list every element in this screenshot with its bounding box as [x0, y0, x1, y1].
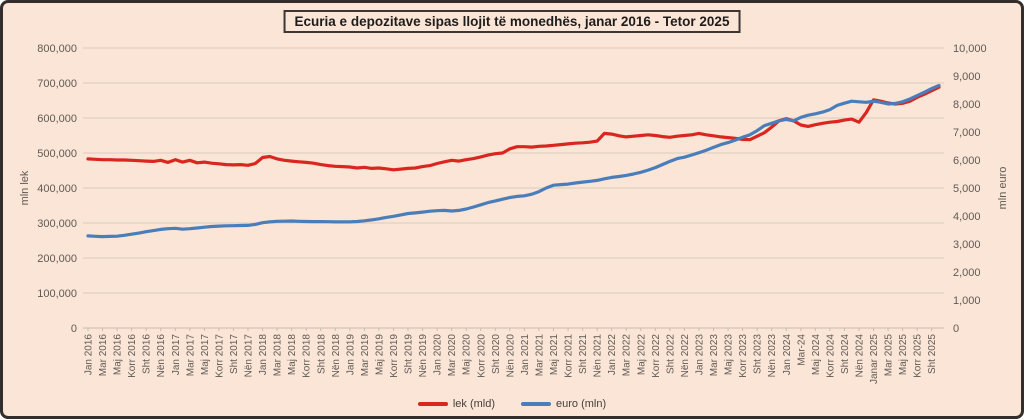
x-axis-tick-label: Maj 2021: [549, 334, 560, 376]
x-axis-tick-label: Maj 2020: [462, 334, 473, 376]
x-axis-tick-label: Mar 2017: [185, 334, 196, 377]
y-axis-tick-label-right: 4,000: [953, 211, 981, 223]
x-axis-tick-label: Maj 2022: [636, 334, 647, 376]
x-axis-tick-label: Nën 2018: [331, 334, 342, 378]
x-axis-tick-label: Nën 2017: [244, 334, 255, 378]
y-axis-tick-label-right: 2,000: [953, 267, 981, 279]
x-axis-tick-label: Jan 2020: [433, 334, 444, 376]
legend-label-euro: euro (mln): [556, 398, 607, 410]
series-line-euro: [86, 83, 941, 239]
legend-label-lek: lek (mld): [452, 398, 496, 410]
y-axis-tick-label-left: 800,000: [37, 43, 77, 55]
chart-title: Ecuria e depozitave sipas llojit të mone…: [283, 10, 741, 33]
x-axis-tick-label: Korr 2025: [913, 334, 924, 378]
x-axis-tick-label: Mar-24: [796, 334, 807, 366]
x-axis-tick-label: Maj 2025: [898, 334, 909, 376]
y-axis-tick-label-left: 0: [71, 323, 77, 335]
y-axis-tick-label-left: 200,000: [37, 253, 77, 265]
x-axis-tick-label: Sht 2016: [142, 334, 153, 374]
y-axis-tick-label-right: 3,000: [953, 239, 981, 251]
y-axis-tick-label-right: 10,000: [953, 43, 987, 55]
y-axis-tick-label-right: 1,000: [953, 295, 981, 307]
x-axis-tick-label: Sht 2019: [404, 334, 415, 374]
x-axis-tick-label: Nën 2023: [767, 334, 778, 378]
x-axis-tick-label: Mar 2018: [273, 334, 284, 377]
y-axis-tick-label-right: 5,000: [953, 183, 981, 195]
x-axis-tick-label: Sht 2024: [840, 334, 851, 374]
x-axis-tick-label: Maj 2023: [724, 334, 735, 376]
x-axis-tick-label: Jan 2017: [171, 334, 182, 376]
x-axis-tick-label: Korr 2019: [389, 334, 400, 378]
x-axis-tick-label: Mar 2025: [884, 334, 895, 377]
x-axis-tick-label: Sht 2025: [927, 334, 938, 374]
x-axis-tick-label: Korr 2023: [738, 334, 749, 378]
x-axis-tick-label: Nën 2019: [418, 334, 429, 378]
x-axis-tick-label: Jan 2016: [84, 334, 95, 376]
y-axis-tick-label-left: 100,000: [37, 288, 77, 300]
x-axis-tick-label: Nën 2020: [505, 334, 516, 378]
x-axis-tick-label: Jan 2021: [520, 334, 531, 376]
y-axis-tick-label-left: 700,000: [37, 78, 77, 90]
x-axis-tick-label: Sht 2018: [316, 334, 327, 374]
y-axis-tick-label-left: 600,000: [37, 113, 77, 125]
x-axis-tick-label: Korr 2024: [825, 334, 836, 378]
legend-item-lek: lek (mld): [417, 398, 496, 410]
x-axis-tick-label: Korr 2022: [651, 334, 662, 378]
x-axis-tick-label: Jan 2024: [782, 334, 793, 376]
x-axis-tick-label: Mar 2019: [360, 334, 371, 377]
x-axis-tick-label: Maj 2024: [811, 334, 822, 376]
x-axis-tick-label: Korr 2016: [127, 334, 138, 378]
x-axis-tick-label: Sht 2020: [491, 334, 502, 374]
x-axis-tick-label: Maj 2017: [200, 334, 211, 376]
x-axis-tick-label: Sht 2022: [665, 334, 676, 374]
x-axis-tick-label: Mar 2021: [534, 334, 545, 377]
x-axis-tick-label: Mar 2020: [447, 334, 458, 377]
y-axis-tick-label-right: 9,000: [953, 71, 981, 83]
legend: lek (mld) euro (mln): [3, 398, 1021, 410]
x-axis-tick-label: Nën 2024: [854, 334, 865, 378]
plot-area: 0 100,000 200,000 300,000 400,000 500,000 600,…: [37, 43, 987, 384]
y-axis-tick-label-right: 7,000: [953, 127, 981, 139]
y-axis-tick-label-right: 6,000: [953, 155, 981, 167]
x-axis-tick-label: Korr 2020: [476, 334, 487, 378]
x-axis-tick-label: Jan 2023: [694, 334, 705, 376]
euro-line-swatch: [521, 402, 552, 406]
x-axis-tick-label: Mar 2022: [622, 334, 633, 377]
x-axis-tick-label: Nën 2021: [593, 334, 604, 378]
lek-line-swatch: [417, 402, 448, 406]
x-axis-tick-label: Jan 2018: [258, 334, 269, 376]
y-axis-tick-label-right: 8,000: [953, 99, 981, 111]
x-axis-tick-label: Mar 2023: [709, 334, 720, 377]
x-axis-tick-label: Maj 2016: [113, 334, 124, 376]
series-line-lek: [86, 85, 941, 172]
x-axis-tick-label: Jan 2022: [607, 334, 618, 376]
x-axis-tick-label: Jan 2019: [345, 334, 356, 376]
x-axis-tick-label: Maj 2019: [374, 334, 385, 376]
x-axis-tick-label: Korr 2017: [214, 334, 225, 378]
y-axis-tick-label-left: 400,000: [37, 183, 77, 195]
x-axis-tick-label: Maj 2018: [287, 334, 298, 376]
x-axis-tick-label: Mar 2016: [98, 334, 109, 377]
x-axis-tick-label: Sht 2023: [753, 334, 764, 374]
y-axis-tick-label-right: 0: [953, 323, 959, 335]
x-axis-tick-label: Nën 2022: [680, 334, 691, 378]
y-axis-tick-label-left: 500,000: [37, 148, 77, 160]
legend-item-euro: euro (mln): [521, 398, 606, 410]
x-axis-tick-label: Korr 2021: [564, 334, 575, 378]
x-axis-tick-label: Sht 2021: [578, 334, 589, 374]
x-axis-tick-label: Sht 2017: [229, 334, 240, 374]
x-axis-tick-label: Nën 2016: [156, 334, 167, 378]
y-axis-tick-label-left: 300,000: [37, 218, 77, 230]
x-axis-tick-label: Korr 2018: [302, 334, 313, 378]
x-axis-tick-label: Janar 2025: [869, 334, 880, 384]
